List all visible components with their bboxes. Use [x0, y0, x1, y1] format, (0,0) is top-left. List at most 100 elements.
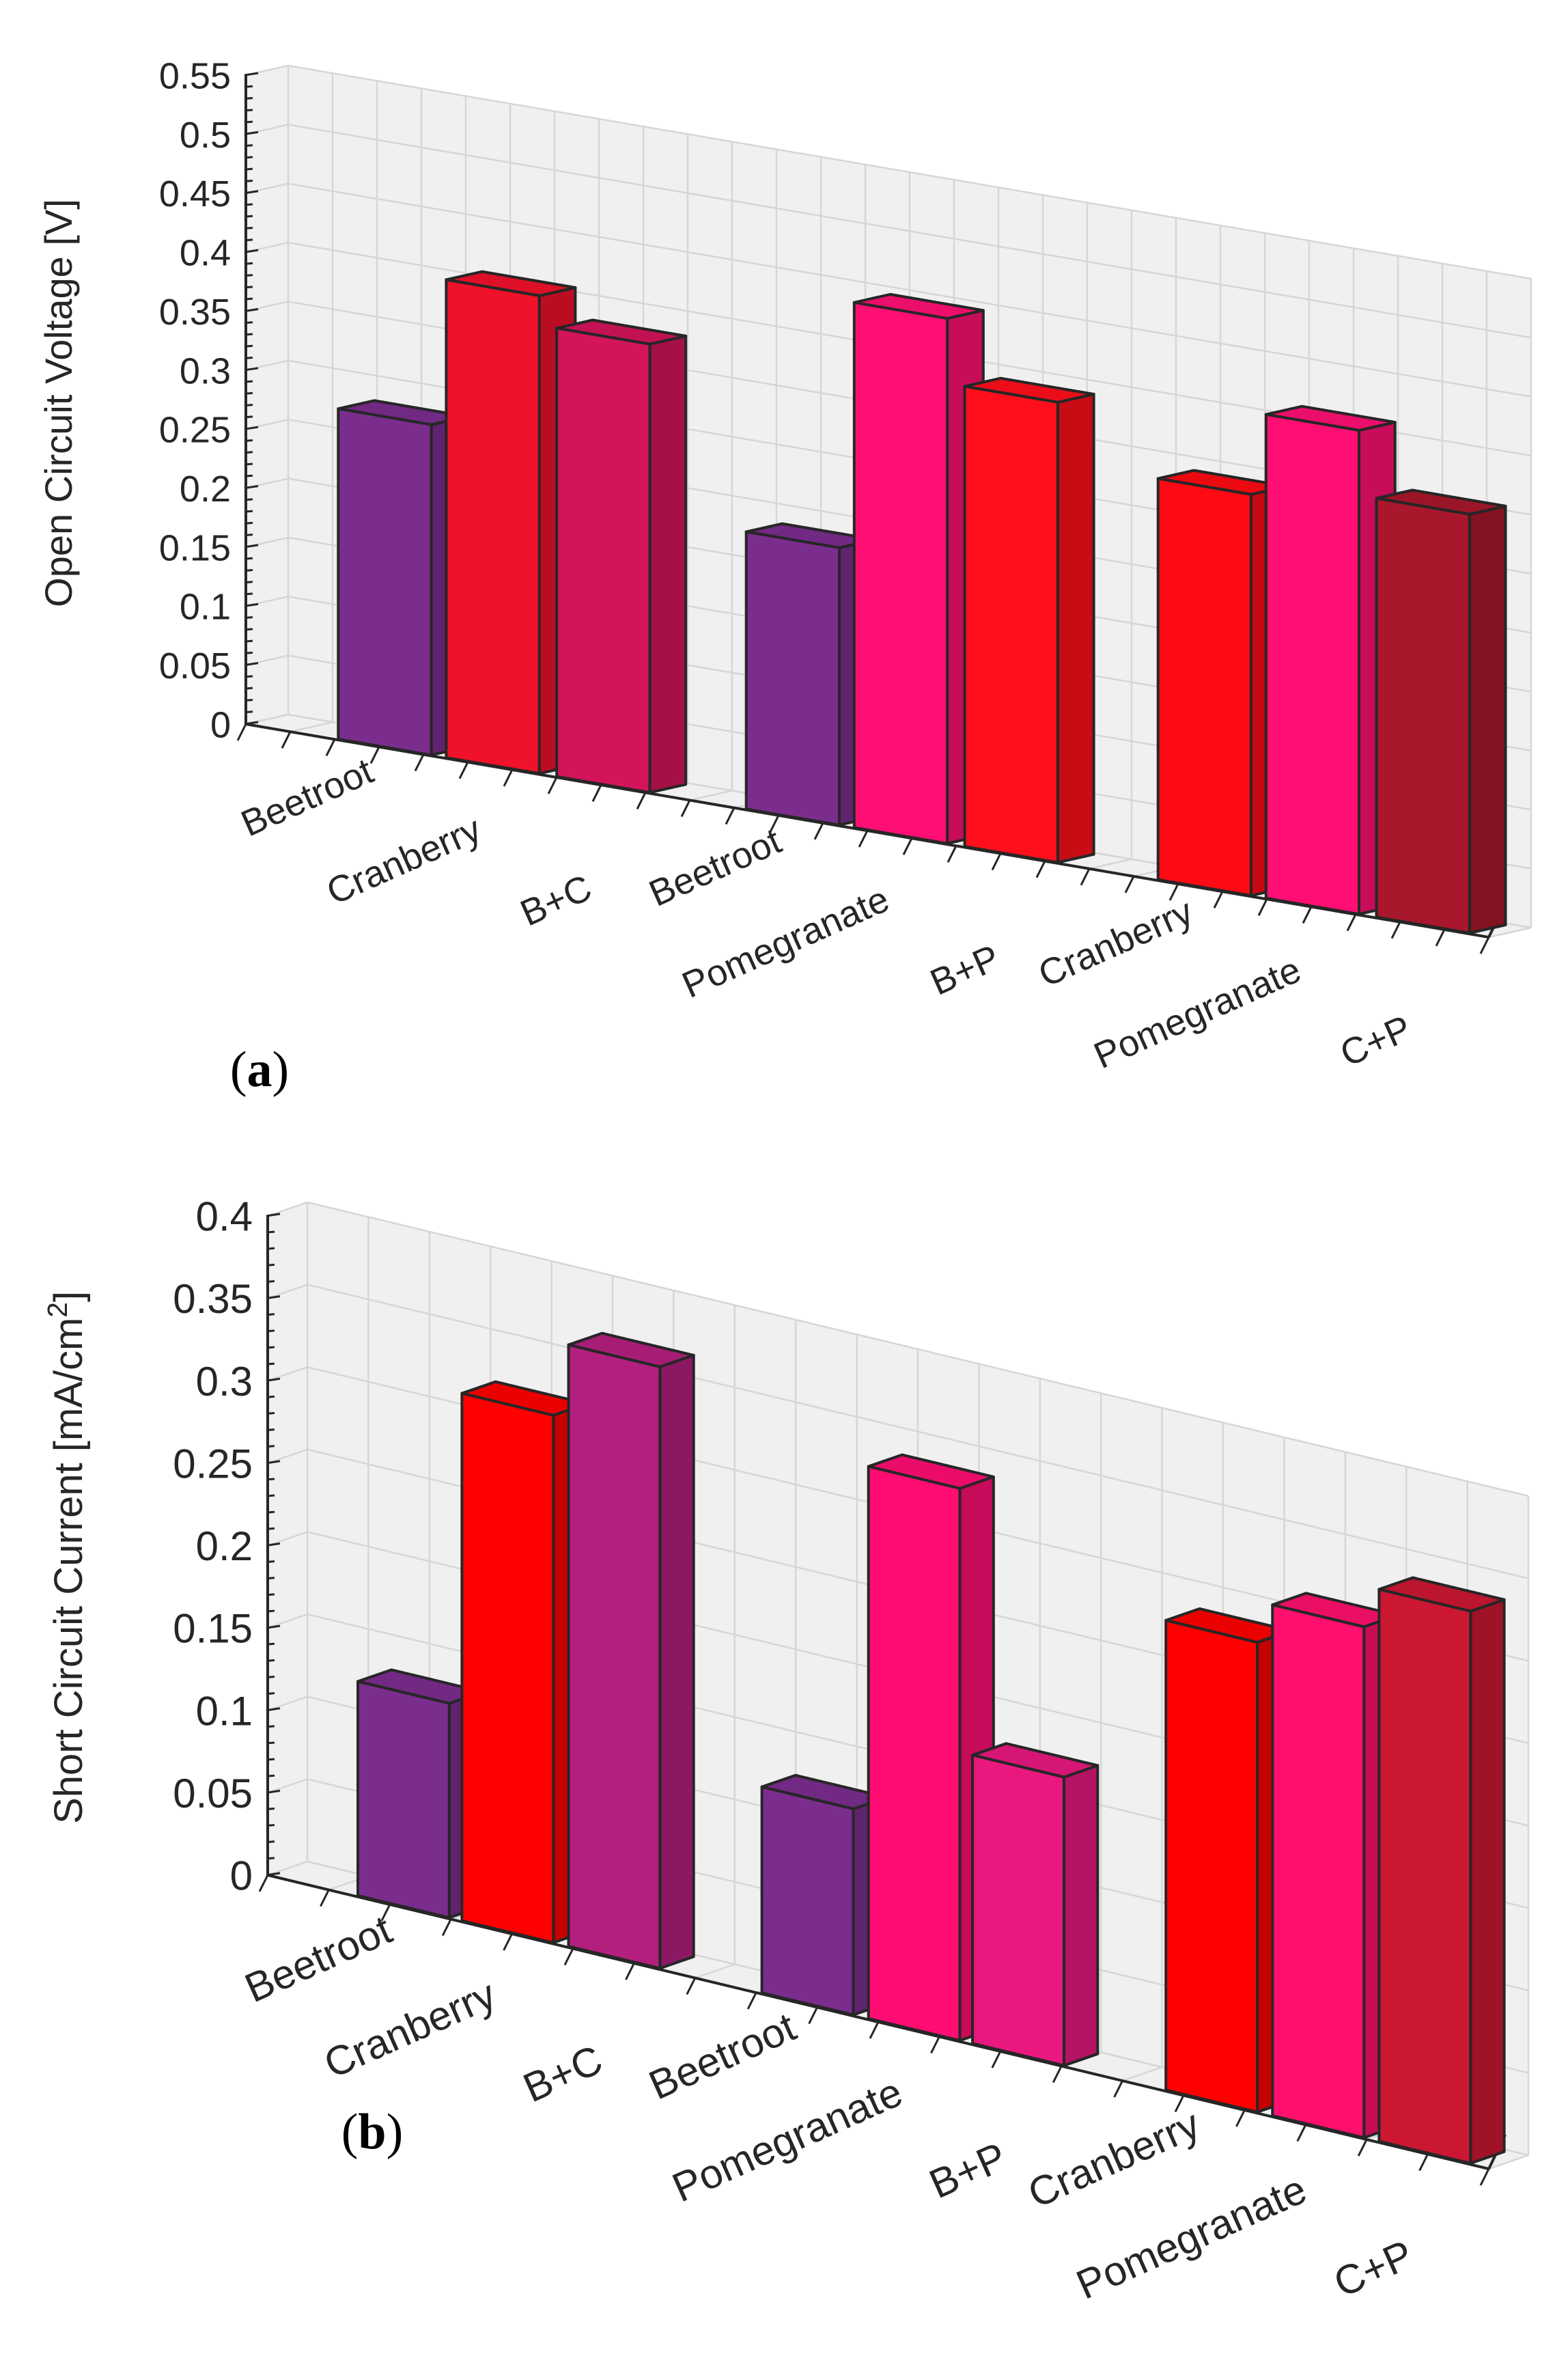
y-tick: [244, 603, 259, 607]
y-tick: [266, 1460, 281, 1465]
y-tick: [244, 544, 259, 549]
x-tick: [813, 822, 824, 840]
x-tick: [1418, 2153, 1429, 2172]
y-tick: [244, 214, 253, 218]
bar-front-face: [356, 1680, 451, 1920]
bar-c-p: [1375, 488, 1507, 934]
grid-line-side: [267, 1613, 308, 1629]
bar-front-face: [852, 301, 949, 845]
y-axis-label: Open Circuit Voltage [V]: [37, 199, 80, 607]
y-axis-label: Short Circuit Current [mA/cm2]: [42, 1291, 91, 1824]
x-tick: [680, 799, 691, 818]
y-tick: [244, 474, 253, 477]
bar-front-face: [1377, 1588, 1472, 2165]
y-tick: [266, 1395, 275, 1398]
y-tick: [266, 1577, 275, 1580]
bar-side-face: [648, 334, 688, 794]
y-tick-label: 0: [230, 1853, 253, 1899]
y-tick: [244, 227, 253, 230]
x-tick-label: Pomegranate: [666, 2069, 909, 2211]
y-tick: [244, 357, 253, 360]
bar-front-face: [1156, 477, 1252, 898]
x-tick: [858, 830, 869, 848]
y-tick: [266, 1313, 275, 1316]
x-tick: [1052, 2065, 1063, 2083]
y-tick-label: 0.05: [159, 646, 231, 687]
y-tick: [266, 1774, 275, 1777]
x-tick-label: Cranberry: [1033, 891, 1199, 995]
y-tick: [266, 1824, 275, 1827]
y-tick: [244, 72, 259, 77]
x-tick-label: Cranberry: [1022, 2101, 1207, 2217]
x-tick: [414, 753, 425, 772]
grid-line-floor: [689, 790, 733, 801]
x-tick: [369, 746, 380, 764]
y-tick: [266, 1542, 281, 1547]
x-tick: [1257, 898, 1268, 916]
bar-side-face: [1063, 1764, 1100, 2067]
y-tick: [244, 534, 253, 537]
x-tick: [1113, 2080, 1123, 2098]
y-tick: [266, 1872, 281, 1877]
y-tick: [244, 439, 253, 442]
bar-front-face: [971, 1754, 1065, 2067]
x-tick: [458, 762, 469, 779]
y-tick-label: 0.15: [159, 527, 231, 568]
y-tick: [266, 1527, 275, 1530]
y-tick: [266, 1494, 275, 1497]
x-tick: [503, 769, 514, 787]
x-tick: [258, 1874, 269, 1892]
x-tick: [547, 777, 558, 794]
x-tick: [1346, 913, 1357, 932]
x-tick: [1302, 906, 1313, 924]
y-tick: [266, 1362, 275, 1366]
bar-b-p: [971, 1742, 1100, 2067]
x-tick: [991, 853, 1002, 871]
y-tick: [244, 628, 253, 631]
bar-front-face: [963, 385, 1059, 864]
y-tick-label: 0.45: [159, 174, 231, 214]
x-tick: [1124, 876, 1135, 894]
x-tick: [320, 1889, 330, 1907]
x-tick: [1479, 937, 1490, 954]
y-tick: [244, 274, 253, 277]
bar-c-p: [1377, 1576, 1506, 2165]
x-tick: [1035, 860, 1046, 878]
y-tick: [244, 333, 253, 336]
grid-line-floor: [1122, 2066, 1163, 2082]
x-tick-label: C+P: [1327, 2231, 1419, 2305]
bar-beetroot: [760, 1773, 888, 2017]
x-tick-label: Cranberry: [321, 809, 488, 913]
y-tick: [266, 1445, 275, 1448]
y-tick: [244, 380, 253, 383]
x-tick-label: B+C: [516, 2036, 608, 2111]
x-tick: [1390, 922, 1401, 939]
bar-front-face: [445, 278, 541, 775]
x-tick-label: Cranberry: [318, 1971, 503, 2087]
y-tick: [244, 557, 253, 560]
y-tick: [266, 1377, 281, 1382]
x-tick-label: Pomegranate: [676, 878, 895, 1006]
x-tick: [902, 837, 913, 855]
x-tick: [1479, 2168, 1490, 2186]
y-tick: [266, 1808, 275, 1810]
y-tick: [244, 321, 253, 324]
x-tick: [686, 1977, 697, 1995]
y-tick: [266, 1676, 275, 1678]
y-tick: [266, 1213, 281, 1217]
y-tick: [244, 687, 253, 690]
y-tick: [266, 1857, 275, 1860]
y-tick: [266, 1692, 275, 1695]
x-tick: [1235, 2109, 1246, 2127]
y-tick: [266, 1624, 281, 1629]
x-tick-label: Beetroot: [642, 2004, 802, 2109]
y-tick: [266, 1593, 275, 1596]
x-tick: [1435, 929, 1446, 947]
x-tick: [746, 1992, 757, 2010]
x-tick-label: Beetroot: [235, 750, 379, 844]
x-tick: [1168, 883, 1179, 901]
y-tick: [244, 721, 259, 725]
y-tick: [244, 675, 253, 678]
x-tick: [808, 2006, 818, 2025]
y-tick: [244, 498, 253, 501]
